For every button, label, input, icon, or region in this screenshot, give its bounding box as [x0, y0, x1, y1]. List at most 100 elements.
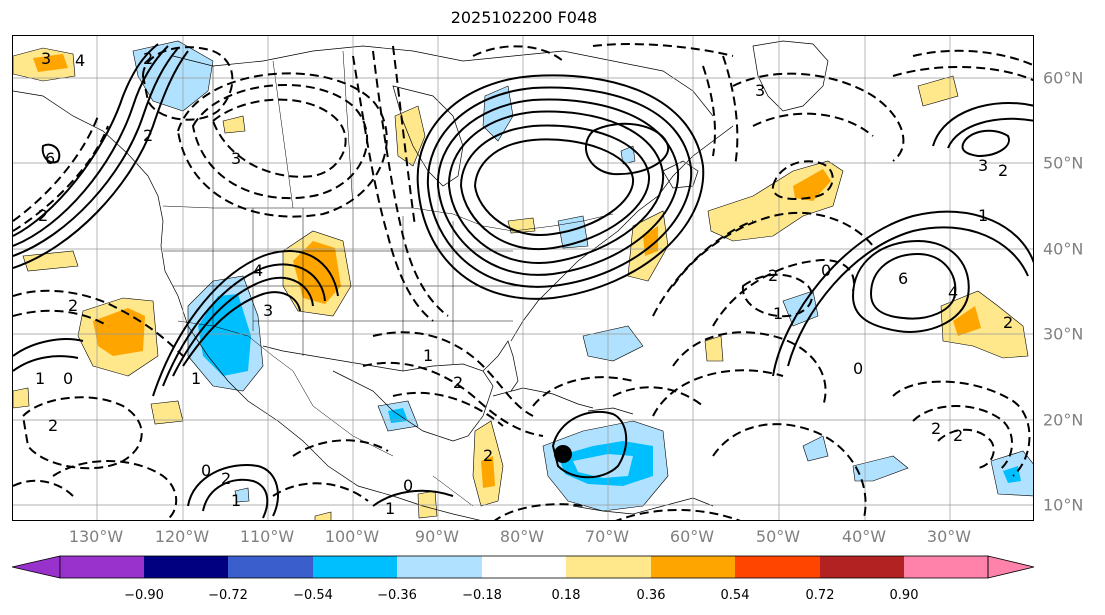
lat-label-60n: 60°N [1043, 68, 1084, 88]
colorbar-tick: −0.54 [293, 588, 333, 603]
dashed-gulf-3 [392, 391, 504, 427]
colorbar-tick: −0.18 [462, 588, 502, 603]
contour-west-ridge-2 [13, 45, 169, 247]
contour-label: 2 [483, 446, 493, 465]
contour-label: 0 [853, 359, 863, 378]
contour-big-low-3 [436, 98, 680, 276]
contour-se-high [551, 410, 628, 479]
map-frame: 4 3 6 2 2 2 1 0 1 2 2 3 4 3 3 2 1 2 1 0 … [12, 35, 1034, 521]
dashed-southwest-1 [292, 439, 389, 457]
colorbar-bin-9 [735, 556, 820, 578]
contour-label: 0 [201, 461, 211, 480]
coast-alaska [13, 90, 481, 520]
dashed-caribbean-1 [532, 376, 634, 407]
contour-west-ridge-4 [13, 50, 189, 269]
dashed-north-2 [592, 43, 734, 57]
lon-label-80w: 80°W [499, 527, 545, 546]
dashed-contours [13, 43, 1033, 520]
contour-label: 6 [898, 269, 908, 288]
lon-label-60w: 60°W [669, 527, 715, 546]
contour-big-low-5 [459, 124, 651, 251]
shade-blue-labrador [620, 145, 636, 165]
contour-big-low-1 [416, 74, 705, 300]
lon-label-90w: 90°W [414, 527, 460, 546]
colorbar-bin-4 [313, 556, 397, 578]
contour-big-low-4 [447, 110, 665, 264]
dashed-gulf-1 [372, 331, 534, 417]
contour-label: 2 [38, 206, 48, 225]
dashed-ne-1 [912, 49, 1033, 67]
dashed-atl-north-2 [752, 112, 874, 137]
contour-label: 2 [143, 49, 153, 68]
dashed-mid-west-1 [13, 125, 109, 232]
dashed-atl-3 [652, 220, 754, 317]
lon-label-30w: 30°W [926, 527, 972, 546]
dashed-west-trough-1 [211, 98, 347, 178]
dashed-trough-east-3 [392, 45, 416, 227]
shade-blue-caribbean-inner [573, 454, 633, 478]
dashed-west-trough-3 [176, 72, 388, 218]
contour-label: 1 [35, 369, 45, 388]
contour-label: 2 [1003, 313, 1013, 332]
dashed-mid-atl-3 [712, 423, 867, 520]
shade-orange-pacific-low [93, 308, 145, 356]
contour-east-high-4 [869, 252, 957, 320]
contour-label: 1 [385, 499, 395, 518]
border-prov2 [272, 60, 294, 209]
dashed-atl-north-1 [732, 72, 905, 162]
contour-baja-high-2 [202, 478, 269, 519]
contour-east-high-2 [787, 226, 1029, 367]
coast-cuba [492, 387, 594, 409]
dashed-mid-atl-2 [652, 369, 784, 417]
colorbar-bin-10 [820, 556, 904, 578]
colorbar-bin-11 [904, 556, 988, 578]
shade-yellow-pacific-small [150, 400, 184, 425]
border-prov3 [342, 50, 354, 209]
dashed-labrador-1 [702, 65, 716, 157]
contour-ne-high-3 [961, 129, 1010, 158]
contour-label: 2 [931, 419, 941, 438]
dashed-west-trough-2 [191, 83, 369, 200]
contour-big-low-2 [426, 86, 693, 288]
contour-pacific-low-2 [13, 355, 79, 372]
colorbar-tick: 0.18 [551, 588, 581, 603]
contour-label: 2 [453, 373, 463, 392]
contour-label: 1 [191, 369, 201, 388]
dashed-trough-east-2 [372, 50, 449, 317]
dashed-pacific-3 [21, 396, 143, 470]
coast-southamerica [572, 497, 714, 515]
contour-label: 2 [143, 126, 153, 145]
contour-ne-high-1 [932, 102, 1033, 147]
storm-center-marker [554, 445, 572, 463]
shade-orange-atlantic-mid [793, 169, 831, 201]
border-us-mexico [177, 320, 294, 372]
shade-blue-east-trop1 [802, 435, 829, 462]
contour-labels: 4 3 6 2 2 2 1 0 1 2 2 3 4 3 3 2 1 2 1 0 … [35, 49, 1013, 518]
shade-yellow-sargasso [704, 335, 724, 362]
border-mexico1 [292, 370, 394, 457]
contour-nw-small [41, 143, 61, 164]
colorbar [12, 555, 1035, 579]
contour-central-trop [372, 489, 454, 507]
dashed-atl-2 [712, 259, 855, 327]
lat-label-30n: 30°N [1043, 324, 1084, 344]
contour-label: 2 [221, 469, 231, 488]
lon-label-110w: 110°W [239, 527, 295, 546]
contour-label: 3 [41, 49, 51, 68]
lon-label-130w: 130°W [68, 527, 124, 546]
contour-label: 4 [75, 51, 85, 70]
dashed-pacific-1 [13, 289, 184, 357]
graticule [13, 36, 1033, 520]
contour-label: 3 [755, 81, 765, 100]
contour-west-ridge-1 [13, 43, 159, 237]
coast-hispaniola [587, 407, 634, 415]
contour-label: 4 [253, 261, 263, 280]
shade-blue-bahamas [582, 325, 644, 362]
shaded-field [13, 40, 1033, 520]
colorbar-outline [59, 555, 989, 579]
coast-greenland [752, 40, 829, 112]
shade-cyan-gulf-mexico [388, 408, 408, 423]
colorbar-bin-2 [144, 556, 228, 578]
contour-ne-high-2 [947, 117, 1033, 149]
map-svg: 4 3 6 2 2 2 1 0 1 2 2 3 4 3 3 2 1 2 1 0 … [13, 36, 1033, 520]
